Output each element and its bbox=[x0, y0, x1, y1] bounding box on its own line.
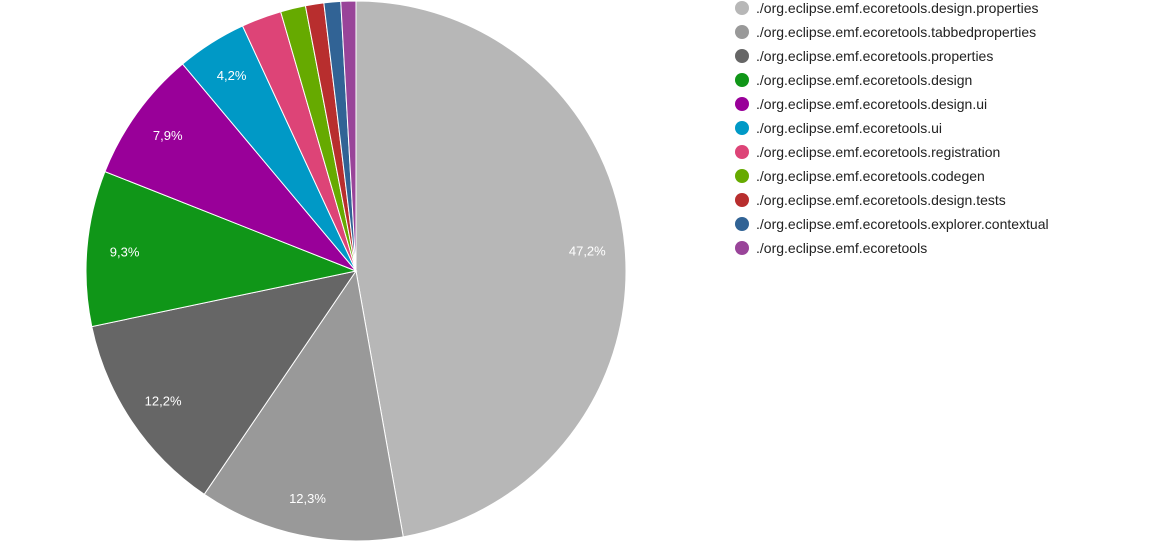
legend-swatch bbox=[735, 1, 749, 15]
legend-item[interactable]: ./org.eclipse.emf.ecoretools.codegen bbox=[735, 168, 985, 184]
pie-slice-label: 9,3% bbox=[110, 244, 140, 259]
legend-swatch bbox=[735, 145, 749, 159]
pie-slices bbox=[85, 0, 627, 542]
legend-item[interactable]: ./org.eclipse.emf.ecoretools.ui bbox=[735, 120, 942, 136]
legend-item[interactable]: ./org.eclipse.emf.ecoretools.design.ui bbox=[735, 96, 987, 112]
pie-slice-label: 12,3% bbox=[289, 491, 326, 506]
legend-item[interactable]: ./org.eclipse.emf.ecoretools.registratio… bbox=[735, 144, 1000, 160]
legend-label: ./org.eclipse.emf.ecoretools.codegen bbox=[756, 168, 985, 184]
legend-label: ./org.eclipse.emf.ecoretools.properties bbox=[756, 48, 993, 64]
legend-label: ./org.eclipse.emf.ecoretools.design.ui bbox=[756, 96, 987, 112]
legend-swatch bbox=[735, 49, 749, 63]
pie-slice[interactable] bbox=[85, 170, 358, 328]
legend-item[interactable]: ./org.eclipse.emf.ecoretools.design bbox=[735, 72, 972, 88]
legend-swatch bbox=[735, 25, 749, 39]
legend-swatch bbox=[735, 169, 749, 183]
pie-slice-label: 12,2% bbox=[145, 393, 182, 408]
legend-label: ./org.eclipse.emf.ecoretools.ui bbox=[756, 120, 942, 136]
pie-slice-label: 47,2% bbox=[569, 244, 606, 259]
legend-item[interactable]: ./org.eclipse.emf.ecoretools.properties bbox=[735, 48, 993, 64]
legend-swatch bbox=[735, 241, 749, 255]
legend-swatch bbox=[735, 73, 749, 87]
legend-label: ./org.eclipse.emf.ecoretools.explorer.co… bbox=[756, 216, 1049, 232]
legend-swatch bbox=[735, 97, 749, 111]
legend-swatch bbox=[735, 193, 749, 207]
legend: ./org.eclipse.emf.ecoretools.design.prop… bbox=[735, 0, 1049, 256]
legend-label: ./org.eclipse.emf.ecoretools.registratio… bbox=[756, 144, 1000, 160]
legend-swatch bbox=[735, 121, 749, 135]
legend-item[interactable]: ./org.eclipse.emf.ecoretools.explorer.co… bbox=[735, 216, 1049, 232]
pie-slice-label: 4,2% bbox=[217, 68, 247, 83]
pie-slice-labels: 47,2% 12,3% 12,2% 9,3% 7,9% 4,2% bbox=[110, 68, 606, 506]
pie-slice[interactable] bbox=[355, 0, 627, 538]
legend-item[interactable]: ./org.eclipse.emf.ecoretools.design.test… bbox=[735, 192, 1006, 208]
legend-item[interactable]: ./org.eclipse.emf.ecoretools.design.prop… bbox=[735, 0, 1038, 16]
legend-label: ./org.eclipse.emf.ecoretools.tabbedprope… bbox=[756, 24, 1036, 40]
legend-item[interactable]: ./org.eclipse.emf.ecoretools.tabbedprope… bbox=[735, 24, 1036, 40]
pie-slice-label: 7,9% bbox=[153, 128, 183, 143]
legend-label: ./org.eclipse.emf.ecoretools.design bbox=[756, 72, 972, 88]
pie-slice[interactable] bbox=[104, 63, 357, 272]
legend-label: ./org.eclipse.emf.ecoretools bbox=[756, 240, 927, 256]
legend-label: ./org.eclipse.emf.ecoretools.design.test… bbox=[756, 192, 1006, 208]
pie-slice[interactable] bbox=[203, 269, 404, 542]
legend-item[interactable]: ./org.eclipse.emf.ecoretools bbox=[735, 240, 927, 256]
legend-label: ./org.eclipse.emf.ecoretools.design.prop… bbox=[756, 0, 1038, 16]
pie-slice[interactable] bbox=[91, 270, 358, 496]
legend-swatch bbox=[735, 217, 749, 231]
pie-slice[interactable] bbox=[340, 0, 357, 272]
